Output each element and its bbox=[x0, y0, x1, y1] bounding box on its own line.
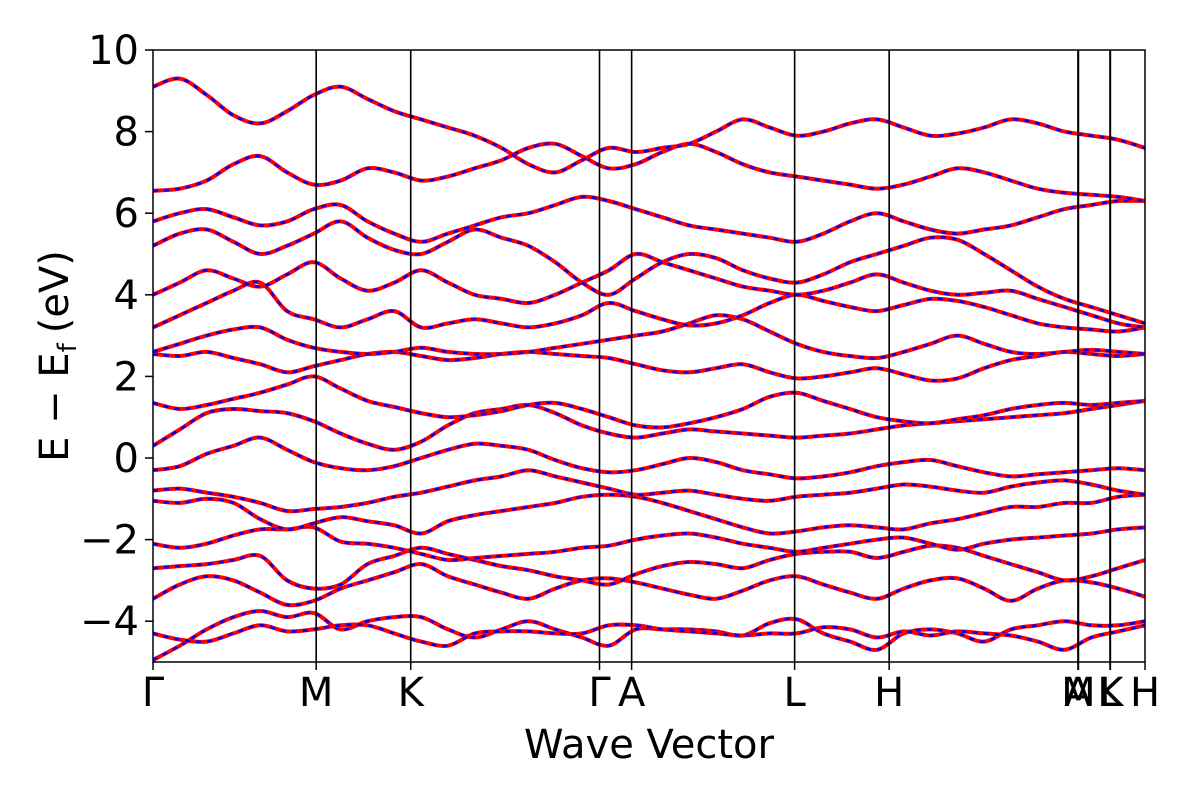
x-tick-label: M bbox=[1061, 670, 1096, 716]
bands-layer bbox=[153, 76, 1145, 662]
band-dashed-2 bbox=[153, 562, 1145, 607]
y-axis-label-subscript: f bbox=[53, 342, 83, 352]
x-tick-label: L bbox=[1099, 670, 1122, 716]
band-solid-10 bbox=[153, 349, 1145, 383]
x-tick-label: A bbox=[1064, 670, 1092, 716]
band-solid-14 bbox=[153, 219, 1145, 326]
band-dashed-11 bbox=[153, 313, 1145, 360]
band-solid-7 bbox=[153, 435, 1145, 481]
band-dashed-12 bbox=[153, 280, 1145, 333]
y-tick-label: 0 bbox=[114, 436, 139, 482]
x-tick-label: M bbox=[299, 670, 334, 716]
x-tick-label: Γ bbox=[142, 670, 165, 716]
x-tick-label: L bbox=[783, 670, 806, 716]
band-solid-4 bbox=[153, 524, 1145, 563]
y-axis-label-main: E − E bbox=[32, 352, 78, 462]
y-tick-label: 4 bbox=[114, 273, 139, 319]
x-axis-ticks: Γ M K Γ A L H AM LK H bbox=[142, 662, 1160, 716]
high-symmetry-lines bbox=[315, 50, 1112, 662]
band-dashed-15 bbox=[153, 195, 1145, 244]
y-axis-ticks: −4 −2 0 2 4 6 8 10 bbox=[80, 28, 153, 645]
band-solid-11 bbox=[153, 313, 1145, 361]
band-dashed-14 bbox=[153, 220, 1145, 325]
x-tick-label: H bbox=[874, 670, 904, 716]
y-axis-label: E − Ef (eV) bbox=[32, 250, 83, 462]
band-solid-12 bbox=[153, 279, 1145, 334]
band-dashed-8 bbox=[153, 399, 1145, 452]
y-tick-label: 8 bbox=[114, 110, 139, 156]
y-tick-label: 10 bbox=[88, 28, 139, 74]
band-dashed-17 bbox=[153, 77, 1145, 174]
y-tick-label: 6 bbox=[114, 191, 139, 237]
y-tick-label: −2 bbox=[80, 518, 139, 564]
x-tick-label: A bbox=[618, 670, 646, 716]
y-tick-label: 2 bbox=[114, 354, 139, 400]
plot-frame bbox=[152, 49, 1146, 663]
band-solid-3 bbox=[153, 543, 1145, 591]
y-tick-label: −4 bbox=[80, 599, 139, 645]
band-dashed-3 bbox=[153, 544, 1145, 591]
x-tick-label: K bbox=[398, 670, 426, 716]
band-solid-15 bbox=[153, 194, 1145, 244]
x-tick-label: Γ bbox=[588, 670, 611, 716]
x-tick-label: H bbox=[1130, 670, 1160, 716]
x-tick-label: K bbox=[1097, 670, 1125, 716]
x-axis-label: Wave Vector bbox=[524, 722, 775, 768]
y-axis-label-unit: (eV) bbox=[32, 250, 78, 333]
